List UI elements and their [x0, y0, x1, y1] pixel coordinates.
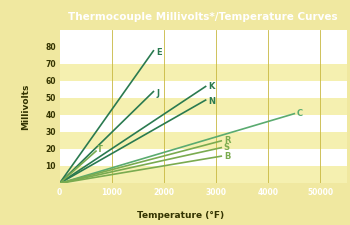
Text: 20: 20 — [46, 145, 56, 154]
Text: 1000: 1000 — [101, 189, 122, 198]
Bar — [60, 64, 346, 81]
Text: R: R — [224, 136, 230, 145]
Bar — [60, 81, 346, 98]
Text: 0: 0 — [57, 189, 62, 198]
Text: 60: 60 — [46, 77, 56, 86]
Bar — [60, 47, 346, 64]
Text: 3000: 3000 — [205, 189, 226, 198]
Text: Thermocouple Millivolts*/Temperature Curves: Thermocouple Millivolts*/Temperature Cur… — [68, 12, 338, 22]
Text: T: T — [97, 145, 103, 154]
Text: 30: 30 — [46, 128, 56, 137]
Text: N: N — [208, 97, 215, 106]
Text: 2000: 2000 — [153, 189, 174, 198]
Text: B: B — [224, 152, 230, 161]
Bar — [60, 115, 346, 132]
Text: S: S — [224, 143, 230, 152]
Bar — [60, 166, 346, 183]
Text: 80: 80 — [45, 43, 56, 52]
Text: Temperature (°F): Temperature (°F) — [137, 212, 224, 220]
Bar — [60, 132, 346, 149]
Text: J: J — [156, 89, 159, 98]
Text: Millivolts: Millivolts — [21, 84, 30, 130]
Text: E: E — [156, 48, 162, 57]
Bar — [60, 98, 346, 115]
Text: 40: 40 — [46, 111, 56, 120]
Text: K: K — [208, 82, 215, 91]
Text: 70: 70 — [45, 60, 56, 69]
Text: 4000: 4000 — [258, 189, 279, 198]
Bar — [60, 149, 346, 166]
Text: 10: 10 — [46, 162, 56, 171]
Text: 50: 50 — [46, 94, 56, 103]
Text: C: C — [297, 109, 303, 118]
Text: 50000: 50000 — [307, 189, 334, 198]
